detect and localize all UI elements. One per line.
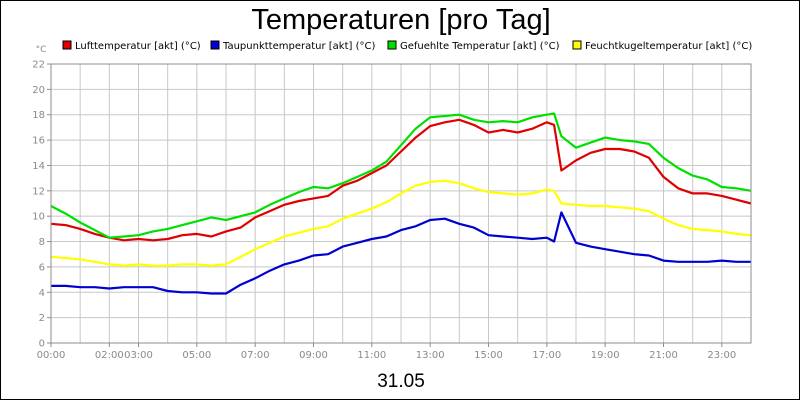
- x-tick-label: 09:00: [299, 350, 328, 361]
- x-tick-label: 03:00: [124, 350, 153, 361]
- y-tick-label: 2: [39, 313, 45, 324]
- x-tick-label: 21:00: [649, 350, 678, 361]
- y-tick-label: 16: [32, 136, 45, 147]
- y-tick-label: 20: [32, 85, 45, 96]
- legend-swatch: [572, 40, 582, 50]
- y-tick-label: 10: [32, 212, 45, 223]
- x-tick-label: 11:00: [357, 350, 386, 361]
- legend-swatch: [387, 40, 397, 50]
- y-tick-label: 18: [32, 110, 45, 121]
- x-tick-label: 00:00: [37, 350, 66, 361]
- y-tick-label: 6: [39, 262, 45, 273]
- y-tick-label: 0: [39, 339, 45, 350]
- x-axis: 00:00 02:00 03:00 05:00 07:00 09:00 11:00 13:00…: [37, 343, 736, 361]
- x-tick-label: 19:00: [591, 350, 620, 361]
- legend-label: Feuchtkugeltemperatur [akt] (°C): [585, 41, 752, 52]
- y-axis: 0 2 4 6 8 10 12 14 16 18 20 22: [32, 60, 51, 350]
- date-label: 31.05: [377, 371, 425, 392]
- legend-swatch: [62, 40, 72, 50]
- legend-label: Lufttemperatur [akt] (°C): [75, 41, 201, 52]
- x-tick-label: 17:00: [532, 350, 561, 361]
- legend: Lufttemperatur [akt] (°C) Taupunkttempera…: [62, 40, 752, 52]
- y-tick-label: 14: [32, 161, 45, 172]
- legend-swatch: [210, 40, 220, 50]
- series-line-4: [50, 179, 752, 267]
- series-line-1: [50, 118, 752, 242]
- series-lines: [50, 112, 752, 295]
- legend-label: Taupunkttemperatur [akt] (°C): [222, 41, 375, 52]
- series-line-2: [51, 211, 751, 295]
- series-line-3: [50, 112, 752, 239]
- x-tick-label: 02:00: [95, 350, 124, 361]
- x-tick-label: 23:00: [707, 350, 736, 361]
- y-tick-label: 12: [32, 186, 45, 197]
- x-tick-label: 15:00: [474, 350, 503, 361]
- x-tick-label: 05:00: [182, 350, 211, 361]
- y-tick-label: 8: [39, 237, 45, 248]
- y-tick-label: 22: [32, 60, 45, 71]
- grid: [51, 64, 751, 343]
- legend-label: Gefuehlte Temperatur [akt] (°C): [400, 41, 560, 52]
- plot-border: [50, 63, 752, 344]
- y-tick-label: 4: [39, 288, 45, 299]
- x-tick-label: 07:00: [241, 350, 270, 361]
- chart-title: Temperaturen [pro Tag]: [251, 4, 550, 36]
- y-axis-unit: °C: [36, 45, 47, 55]
- x-tick-label: 13:00: [416, 350, 445, 361]
